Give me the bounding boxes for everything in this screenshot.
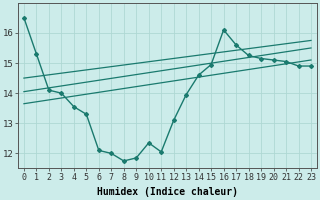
X-axis label: Humidex (Indice chaleur): Humidex (Indice chaleur) bbox=[97, 187, 238, 197]
